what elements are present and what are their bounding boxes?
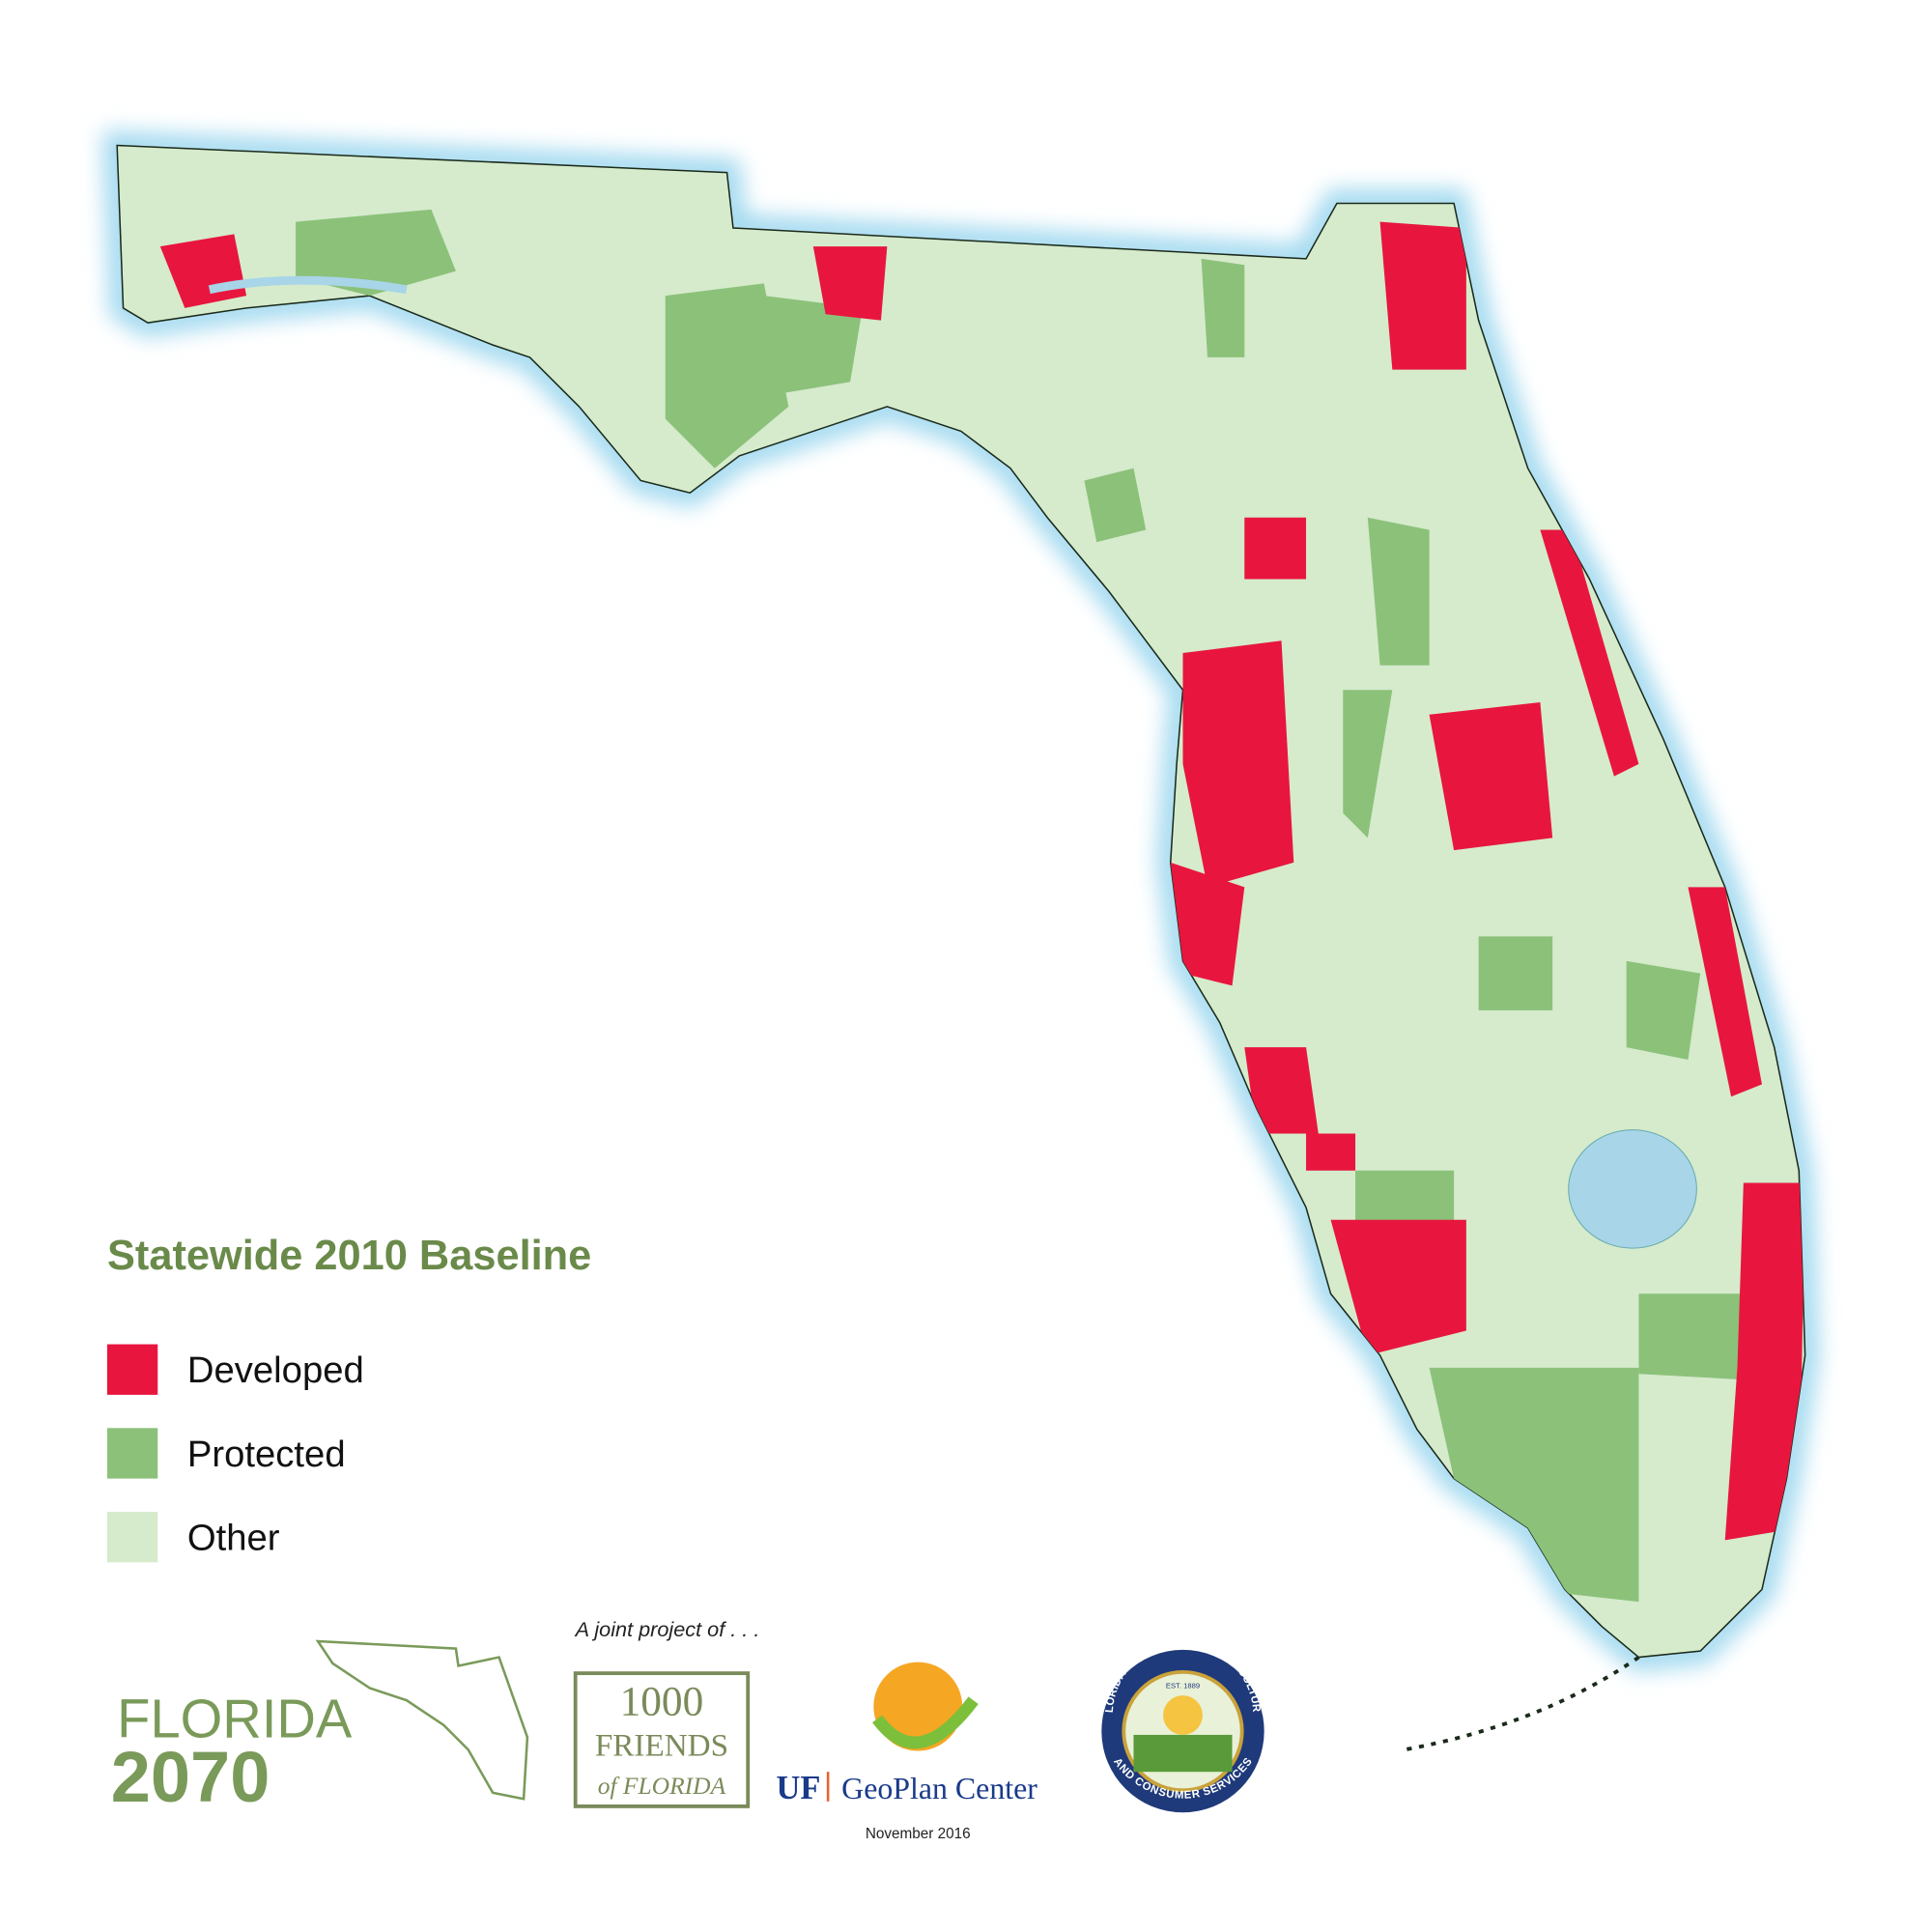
logo-year: 2070 — [111, 1737, 270, 1817]
protected-area — [1626, 960, 1701, 1060]
developed-area — [812, 246, 888, 321]
legend-title: Statewide 2010 Baseline — [107, 1233, 591, 1279]
developed-area — [1330, 1219, 1466, 1356]
protected-area — [763, 296, 863, 395]
protected-area — [1367, 517, 1430, 666]
protected-area — [1355, 1170, 1455, 1233]
protected-area — [1343, 690, 1393, 838]
developed-area — [1244, 1047, 1319, 1134]
developed-area — [1688, 887, 1762, 1097]
legend-swatch — [106, 1344, 158, 1395]
friends-word: FRIENDS — [595, 1728, 728, 1764]
legend: Statewide 2010 Baseline Developed Protect… — [107, 1233, 591, 1563]
developed-area — [1244, 517, 1307, 580]
geoplan-logo: UF GeoPlan Center November 2016 — [777, 1662, 1037, 1842]
florida-2070-logo: FLORIDA 2070 — [111, 1639, 529, 1817]
credit-intro: A joint project of . . . — [574, 1617, 760, 1641]
friends-state: of FLORIDA — [598, 1772, 726, 1800]
legend-label: Protected — [187, 1434, 346, 1475]
protected-area — [1638, 1293, 1750, 1380]
seal-established: EST. 1889 — [1166, 1681, 1200, 1690]
developed-area — [1170, 862, 1245, 986]
florida-keys — [1404, 1655, 1640, 1752]
legend-swatch — [106, 1428, 158, 1479]
developed-area — [1306, 1133, 1356, 1171]
protected-area — [1478, 936, 1553, 1010]
lake-okeechobee — [1568, 1129, 1697, 1249]
land-cover — [159, 209, 1805, 1603]
legend-label: Developed — [187, 1350, 364, 1391]
friends-logo: 1000 FRIENDS of FLORIDA — [573, 1671, 751, 1808]
protected-area — [296, 209, 456, 297]
protected-area — [1084, 468, 1147, 543]
developed-area — [1540, 529, 1639, 777]
protected-area — [1201, 258, 1245, 357]
legend-label: Other — [187, 1518, 280, 1559]
protected-area — [665, 283, 789, 469]
friends-number: 1000 — [620, 1679, 704, 1725]
logo-word: FLORIDA — [117, 1688, 353, 1748]
uf-mark: UF — [777, 1770, 821, 1806]
geoplan-name: GeoPlan Center — [841, 1772, 1037, 1805]
bay — [208, 275, 408, 295]
protected-area — [1429, 1367, 1639, 1603]
developed-area — [1379, 221, 1466, 370]
developed-area — [1724, 1182, 1805, 1541]
map-date: November 2016 — [866, 1826, 971, 1842]
legend-swatch — [106, 1512, 158, 1563]
developed-area — [1182, 640, 1294, 888]
developed-area — [1429, 702, 1553, 851]
